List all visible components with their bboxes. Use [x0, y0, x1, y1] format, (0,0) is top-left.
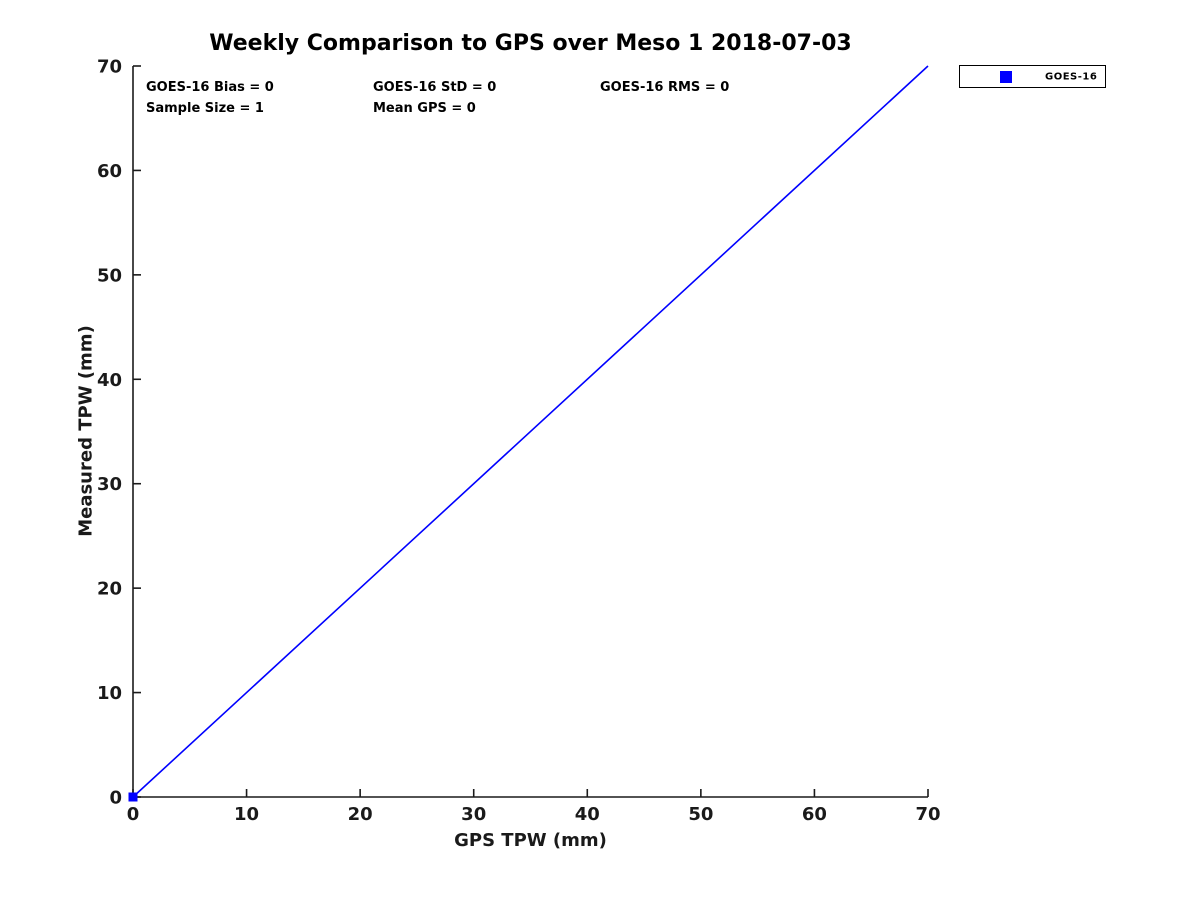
x-axis-label: GPS TPW (mm) [454, 830, 607, 851]
y-tick-label: 40 [97, 370, 122, 391]
stat-mean-gps: Mean GPS = 0 [373, 101, 476, 116]
x-tick-label: 70 [915, 804, 940, 825]
identity-line [132, 65, 929, 798]
y-tick-label: 60 [97, 161, 122, 182]
stat-std: GOES-16 StD = 0 [373, 80, 497, 95]
x-tick-label: 50 [688, 804, 713, 825]
y-axis-label: Measured TPW (mm) [75, 325, 97, 537]
stat-sample-size: Sample Size = 1 [146, 101, 264, 116]
legend-marker-icon [1000, 70, 1012, 83]
y-tick-label: 70 [97, 57, 122, 78]
chart-title: Weekly Comparison to GPS over Meso 1 201… [209, 31, 852, 56]
x-tick-label: 30 [461, 804, 486, 825]
y-tick-label: 30 [97, 474, 122, 495]
legend-label: GOES-16 [1045, 71, 1098, 82]
x-tick-label: 20 [348, 804, 373, 825]
data-point-marker [128, 792, 138, 802]
legend: GOES-16 [959, 65, 1106, 88]
stat-rms: GOES-16 RMS = 0 [600, 80, 730, 95]
x-tick-label: 10 [234, 804, 259, 825]
x-tick-label: 60 [802, 804, 827, 825]
x-tick-label: 40 [575, 804, 600, 825]
y-tick-label: 10 [97, 683, 122, 704]
stat-bias: GOES-16 Bias = 0 [146, 80, 274, 95]
y-tick-label: 20 [97, 579, 122, 600]
x-tick-label: 0 [127, 804, 140, 825]
y-tick-label: 0 [109, 788, 122, 809]
y-tick-label: 50 [97, 265, 122, 286]
